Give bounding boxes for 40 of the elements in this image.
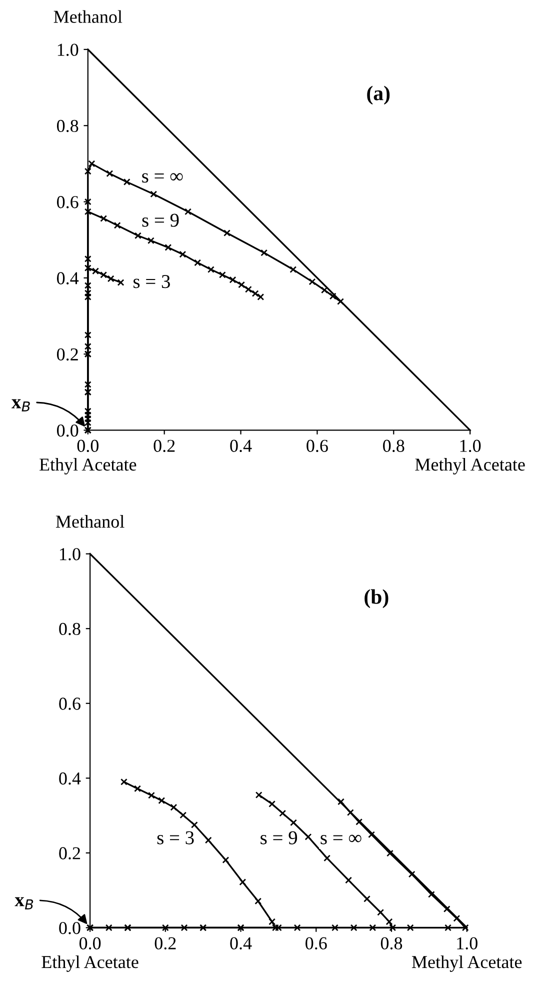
y-tick-label: 0.2 bbox=[59, 847, 80, 860]
x-tick-label: 0.4 bbox=[230, 440, 252, 452]
annotation: s = ∞ bbox=[320, 834, 362, 844]
y-axis-title: Methanol bbox=[54, 10, 122, 23]
y-tick-label: 0.0 bbox=[59, 922, 80, 934]
annotation: s = 9 bbox=[260, 831, 298, 844]
y-tick-label: 1.0 bbox=[58, 44, 78, 56]
x-axis-title: Methyl Acetate bbox=[415, 458, 525, 474]
x-tick-label: 0.8 bbox=[380, 937, 402, 950]
annotation: s = 3 bbox=[157, 831, 194, 844]
y-tick-label: 0.4 bbox=[59, 772, 81, 785]
x-tick-label: 0.2 bbox=[154, 440, 175, 452]
y-tick-label: 0.6 bbox=[56, 196, 78, 208]
text: Ethyl Acetate bbox=[40, 458, 136, 474]
x-tick-label: 0.6 bbox=[306, 937, 327, 950]
annotation: s = 3 bbox=[134, 275, 170, 288]
x-tick-label: 0.8 bbox=[383, 440, 404, 452]
x-tick-label: 0.0 bbox=[77, 440, 98, 452]
x-tick-label: 0.6 bbox=[306, 440, 328, 452]
y-tick-label: 0.6 bbox=[59, 698, 80, 710]
text: Ethyl Acetate bbox=[42, 955, 138, 972]
x-tick-label: 0.4 bbox=[230, 937, 252, 950]
y-tick-label: 0.0 bbox=[56, 424, 78, 437]
annotation: x$_{B}$ bbox=[12, 399, 30, 412]
x-tick-label: 1.0 bbox=[460, 440, 481, 452]
x-tick-label: 0.2 bbox=[154, 937, 176, 950]
y-tick-label: 0.2 bbox=[56, 348, 78, 361]
y-tick-label: 0.8 bbox=[59, 622, 80, 636]
y-axis-title: Methanol bbox=[56, 515, 124, 528]
text: (b) bbox=[364, 589, 388, 608]
y-tick-label: 1.0 bbox=[60, 548, 80, 560]
text: (a) bbox=[367, 86, 390, 105]
x-tick-label: 1.0 bbox=[457, 937, 478, 950]
y-tick-label: 0.4 bbox=[56, 272, 79, 284]
annotation: s = 9 bbox=[142, 214, 179, 227]
annotation: s = ∞ bbox=[142, 173, 183, 183]
y-tick-label: 0.8 bbox=[56, 120, 78, 132]
x-tick-label: 0.0 bbox=[79, 937, 101, 950]
annotation: x$_{B}$ bbox=[14, 897, 34, 910]
x-axis-title: Methyl Acetate bbox=[412, 955, 522, 972]
